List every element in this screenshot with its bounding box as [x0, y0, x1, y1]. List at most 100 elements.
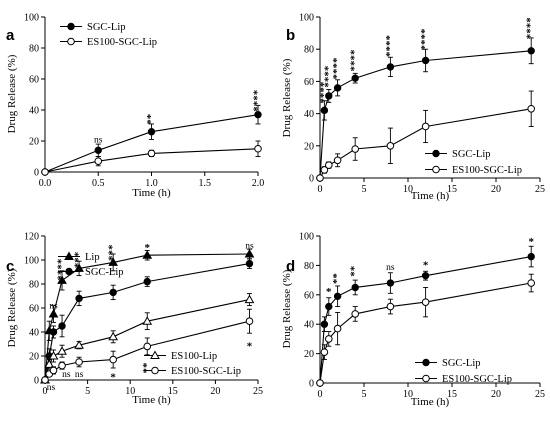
- data-point: [143, 277, 151, 286]
- data-point: [41, 168, 49, 176]
- data-point: [351, 310, 360, 318]
- x-tick-label: 15: [447, 389, 457, 400]
- data-point: [245, 317, 254, 326]
- x-tick-label: 0: [318, 389, 323, 400]
- legend-marker: [422, 374, 430, 383]
- chart-panel-a: a 0 20 40 60 80 100 0.0 0.5 1.0 1.5 2.0 Time (h) Drug…: [6, 13, 264, 200]
- x-tick-label: 2.0: [252, 178, 265, 189]
- legend-label: SGC-Lip: [452, 149, 491, 160]
- legend-label: SGC-Lip: [442, 358, 481, 369]
- y-tick-label: 0: [309, 379, 314, 390]
- legend-label: ES100-SGC-Lip: [171, 366, 241, 377]
- legend-marker: [150, 350, 160, 359]
- panel-letter: c: [6, 258, 14, 275]
- y-tick-label: 80: [304, 261, 314, 272]
- significance-label: *: [326, 286, 332, 298]
- data-point: [325, 335, 333, 343]
- y-tick-label: 0: [309, 174, 314, 185]
- data-point: [108, 257, 119, 266]
- significance-label: ****: [322, 65, 334, 88]
- x-tick-label: 10: [403, 184, 413, 195]
- y-tick-label: 60: [304, 290, 314, 301]
- x-axis-label: Time (h): [411, 190, 450, 202]
- data-point: [320, 320, 329, 328]
- legend-label: ES100-Lip: [171, 351, 217, 362]
- significance-label: ns: [386, 263, 395, 273]
- significance-label: **: [145, 113, 157, 125]
- y-tick-label: 40: [304, 320, 314, 331]
- x-tick-label: 0.0: [39, 178, 52, 189]
- data-point: [75, 358, 83, 366]
- data-point: [333, 84, 342, 92]
- data-point: [320, 106, 329, 115]
- y-tick-label: 80: [29, 280, 39, 291]
- data-point: [142, 250, 153, 259]
- data-point: [351, 74, 359, 82]
- significance-label: ***: [73, 251, 85, 268]
- legend: SGC-Lip ES100-SGC-Lip: [415, 358, 512, 385]
- significance-label: *: [528, 236, 534, 248]
- data-point: [527, 104, 536, 113]
- data-point: [386, 279, 395, 287]
- y-tick-label: 0: [34, 376, 39, 387]
- legend-label: ES100-SGC-Lip: [442, 374, 512, 385]
- data-point: [48, 350, 59, 360]
- series-es100-sgc-lip: [316, 90, 536, 182]
- data-point: [527, 47, 535, 55]
- x-tick-label: 10: [125, 386, 135, 397]
- data-point: [421, 122, 430, 131]
- y-tick-label: 60: [304, 77, 314, 88]
- data-point: [49, 366, 58, 375]
- y-axis-label: Drug Release (%): [281, 58, 293, 137]
- x-tick-label: 25: [535, 184, 545, 195]
- series-es100-sgc-lip: [316, 273, 536, 387]
- legend: SGC-Lip ES100-SGC-Lip: [425, 149, 522, 176]
- y-tick-label: 40: [29, 106, 39, 117]
- data-point: [386, 142, 395, 150]
- legend-marker: [151, 366, 159, 375]
- legend: SGC-Lip ES100-SGC-Lip: [60, 22, 157, 48]
- series-line: [44, 114, 259, 173]
- y-tick-label: 80: [29, 44, 39, 55]
- significance-label: ns: [47, 383, 56, 393]
- significance-label: ***: [107, 244, 119, 261]
- significance-label: ns: [94, 135, 103, 145]
- x-tick-label: 15: [447, 184, 457, 195]
- data-point: [44, 359, 55, 368]
- significance-label: *: [247, 340, 253, 352]
- significance-label: *: [110, 372, 116, 384]
- data-point: [57, 346, 67, 355]
- y-tick-label: 100: [299, 13, 314, 24]
- data-point: [333, 292, 342, 300]
- data-point: [351, 145, 360, 153]
- legend: Lip SGC-Lip: [58, 251, 124, 278]
- legend-label: SGC-Lip: [87, 22, 126, 33]
- x-tick-label: 25: [253, 386, 263, 397]
- significance-label: ****: [331, 57, 343, 80]
- data-point: [147, 149, 156, 158]
- series-line: [44, 148, 259, 173]
- data-point: [351, 283, 359, 292]
- x-tick-label: 20: [491, 184, 501, 195]
- legend-marker: [67, 37, 75, 46]
- x-tick-label: 0: [43, 386, 48, 397]
- significance-label: ns: [75, 370, 84, 380]
- x-tick-label: 1.0: [145, 178, 158, 189]
- significance-label: **: [331, 273, 343, 285]
- data-point: [49, 328, 58, 336]
- data-point: [421, 298, 430, 306]
- significance-label: *: [144, 242, 150, 254]
- data-point: [254, 144, 262, 153]
- data-point: [108, 331, 119, 341]
- legend-label: ES100-SGC-Lip: [87, 37, 157, 48]
- x-axis-label: Time (h): [132, 394, 171, 406]
- data-point: [109, 355, 117, 364]
- series-es100-lip: [40, 293, 255, 384]
- significance-label: ns: [245, 242, 254, 252]
- x-tick-label: 1.5: [199, 178, 212, 189]
- y-tick-label: 100: [299, 232, 314, 243]
- y-tick-label: 20: [29, 352, 39, 363]
- data-point: [74, 340, 84, 349]
- significance-label: ns: [62, 370, 71, 380]
- chart-panel-b: b 0 20 40 60 80 100 0 5 10 15 20 25 Time (h) Drug Rele…: [281, 13, 545, 203]
